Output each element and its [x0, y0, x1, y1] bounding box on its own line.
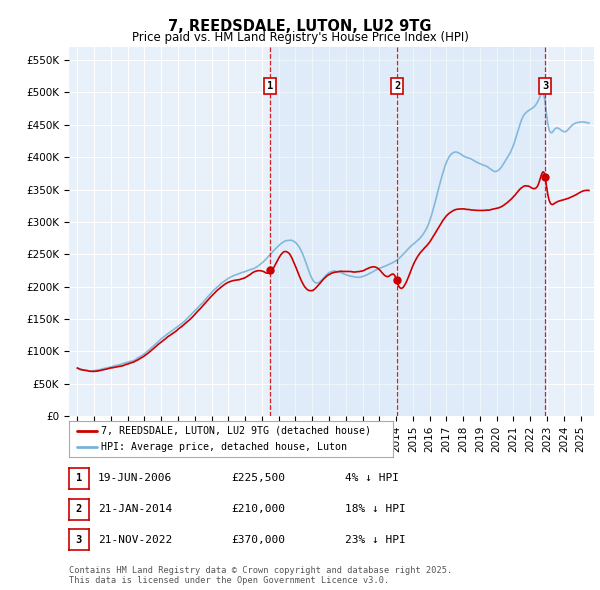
Text: 21-NOV-2022: 21-NOV-2022	[98, 535, 172, 545]
Text: 2: 2	[76, 504, 82, 514]
Bar	[270, 47, 545, 416]
Text: 1: 1	[266, 81, 273, 91]
Text: 23% ↓ HPI: 23% ↓ HPI	[345, 535, 406, 545]
Text: £225,500: £225,500	[231, 474, 285, 483]
Text: 2: 2	[394, 81, 400, 91]
Text: 18% ↓ HPI: 18% ↓ HPI	[345, 504, 406, 514]
Text: Contains HM Land Registry data © Crown copyright and database right 2025.
This d: Contains HM Land Registry data © Crown c…	[69, 566, 452, 585]
Text: 7, REEDSDALE, LUTON, LU2 9TG: 7, REEDSDALE, LUTON, LU2 9TG	[168, 19, 432, 34]
Text: 21-JAN-2014: 21-JAN-2014	[98, 504, 172, 514]
Text: 1: 1	[76, 474, 82, 483]
Text: HPI: Average price, detached house, Luton: HPI: Average price, detached house, Luto…	[101, 442, 347, 453]
Text: 3: 3	[76, 535, 82, 545]
Text: 4% ↓ HPI: 4% ↓ HPI	[345, 474, 399, 483]
Text: Price paid vs. HM Land Registry's House Price Index (HPI): Price paid vs. HM Land Registry's House …	[131, 31, 469, 44]
Text: £370,000: £370,000	[231, 535, 285, 545]
Text: 3: 3	[542, 81, 548, 91]
Text: £210,000: £210,000	[231, 504, 285, 514]
Text: 7, REEDSDALE, LUTON, LU2 9TG (detached house): 7, REEDSDALE, LUTON, LU2 9TG (detached h…	[101, 425, 371, 435]
Text: 19-JUN-2006: 19-JUN-2006	[98, 474, 172, 483]
